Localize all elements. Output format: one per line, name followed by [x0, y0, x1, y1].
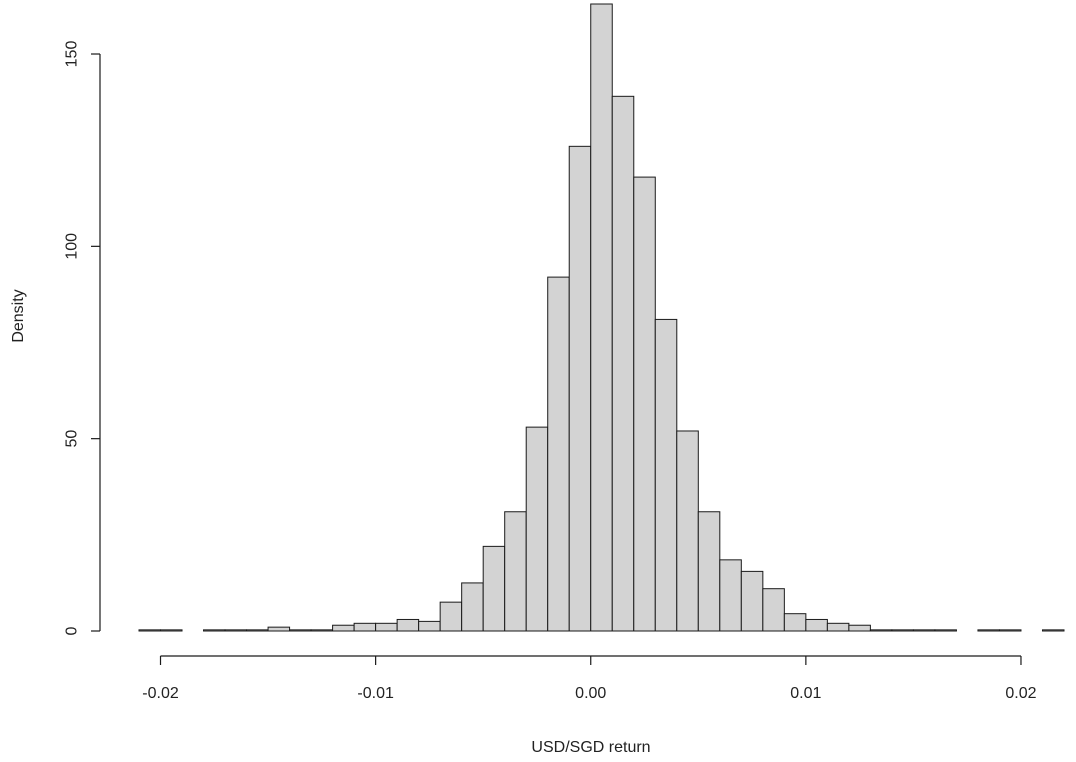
histogram-bar [439, 601, 463, 632]
x-tick-label: -0.01 [357, 685, 394, 702]
y-tick-label: 100 [64, 233, 81, 260]
y-tick-label: 150 [64, 41, 81, 68]
histogram-bar [783, 613, 807, 632]
histogram-bar [203, 629, 226, 632]
histogram-bar [310, 629, 334, 632]
histogram-bar [590, 3, 613, 632]
histogram-bars [138, 3, 1065, 632]
x-axis-title: USD/SGD return [531, 739, 650, 756]
histogram-bar [568, 145, 592, 632]
histogram-bar [1041, 629, 1065, 632]
histogram-bar [633, 176, 656, 632]
x-tick-label: -0.02 [142, 685, 179, 702]
histogram-bar [482, 545, 506, 632]
histogram-bar [353, 622, 377, 632]
y-tick-label: 0 [64, 626, 81, 635]
histogram-bar [224, 629, 248, 632]
histogram-bar [977, 629, 1000, 632]
histogram-bar [332, 624, 355, 632]
x-axis: -0.02 -0.01 0.00 0.01 0.02 [142, 655, 1037, 702]
histogram-bar [912, 629, 936, 632]
histogram-bar [267, 626, 291, 632]
histogram-bar [934, 629, 957, 632]
histogram-bar [676, 430, 699, 632]
y-axis: 0 50 100 150 [64, 41, 101, 635]
histogram-bar [504, 511, 527, 632]
histogram-bar [289, 629, 312, 632]
histogram-bar [611, 95, 635, 632]
y-axis-title: Density [10, 289, 27, 342]
histogram-bar [396, 618, 420, 632]
histogram-bar [525, 426, 549, 632]
histogram-bar [697, 511, 721, 632]
histogram-bar [762, 588, 785, 632]
x-tick-label: 0.02 [1005, 685, 1036, 702]
histogram-bar [160, 629, 183, 632]
histogram-bar [138, 629, 162, 632]
histogram-bar [998, 629, 1022, 632]
histogram-bar [826, 622, 850, 632]
histogram-bar [719, 559, 742, 632]
histogram-bar [891, 629, 914, 632]
y-tick-label: 50 [64, 430, 81, 448]
histogram-bar [740, 570, 764, 632]
histogram-bar [547, 276, 570, 632]
histogram-bar [805, 618, 828, 632]
histogram-bar [848, 624, 871, 632]
x-tick-label: 0.01 [790, 685, 821, 702]
histogram-bar [869, 629, 893, 632]
x-tick-label: 0.00 [575, 685, 606, 702]
histogram-bar [418, 620, 441, 632]
histogram-bar [654, 318, 678, 632]
histogram-bar [375, 622, 398, 632]
histogram-bar [461, 582, 484, 632]
histogram-bar [246, 629, 269, 632]
